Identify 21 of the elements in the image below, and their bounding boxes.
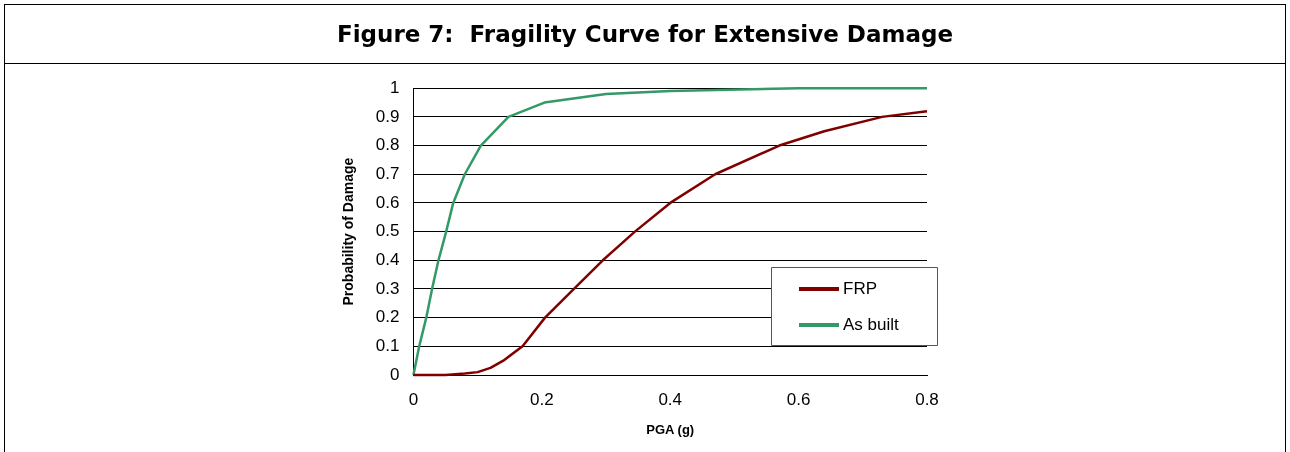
legend-label: As built — [843, 314, 900, 334]
x-tick-label: 0 — [408, 389, 419, 409]
y-tick-label: 0.9 — [375, 106, 400, 126]
legend-label: FRP — [843, 278, 877, 298]
y-tick-label: 0.8 — [375, 135, 400, 155]
y-tick-label: 0.7 — [375, 163, 400, 183]
x-tick-label: 0.2 — [530, 389, 554, 409]
y-tick-label: 0.1 — [375, 336, 400, 356]
y-tick-label: 0.6 — [375, 192, 400, 212]
y-tick-label: 0.4 — [375, 249, 400, 269]
y-tick-label: 0 — [389, 364, 400, 384]
y-tick-label: 0.3 — [375, 278, 400, 298]
y-axis-title: Probability of Damage — [340, 157, 357, 306]
y-tick-label: 1 — [389, 77, 400, 97]
y-tick-label: 0.2 — [375, 307, 400, 327]
chart-title: Figure 7: Fragility Curve for Extensive Damage — [5, 5, 1285, 64]
y-tick-label: 0.5 — [375, 221, 400, 241]
x-tick-label: 0.8 — [915, 389, 939, 409]
x-tick-label: 0.6 — [786, 389, 811, 409]
x-tick-label: 0.4 — [658, 389, 683, 409]
x-axis-title: PGA (g) — [646, 421, 695, 437]
